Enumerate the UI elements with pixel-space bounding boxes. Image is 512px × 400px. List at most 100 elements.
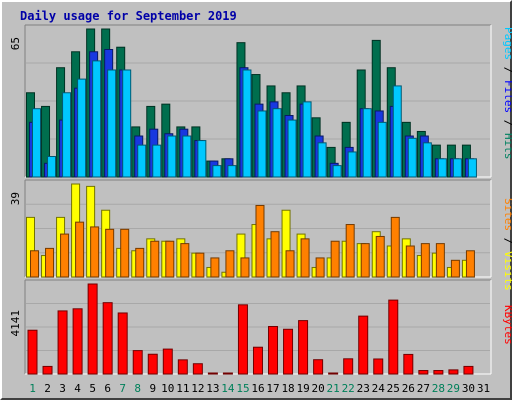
visits-panel-bar-sites-day-8 xyxy=(135,247,145,278)
x-tick-label-25: 25 xyxy=(387,382,400,395)
x-tick-label-31: 31 xyxy=(477,382,490,395)
visits-panel-bar-sites-day-11 xyxy=(180,243,190,278)
visits-panel-bar-sites-day-21 xyxy=(330,240,340,278)
kbytes-panel-bar-kbytes-day-10 xyxy=(162,348,173,375)
kbytes-panel-bar-kbytes-day-17 xyxy=(268,325,279,375)
hits-panel-bar-pages-day-21 xyxy=(332,165,342,178)
hits-panel-legend-part: / xyxy=(502,113,512,133)
visits-panel-legend: Sites / Visits xyxy=(502,198,512,291)
hits-panel-bar-pages-day-23 xyxy=(362,108,372,178)
hits-panel-bar-pages-day-10 xyxy=(167,135,177,178)
hits-panel-legend-part: Hits xyxy=(502,133,512,160)
visits-panel-bar-sites-day-14 xyxy=(225,250,235,278)
hits-panel-bar-pages-day-15 xyxy=(242,69,252,178)
x-tick-label-1: 1 xyxy=(29,382,36,395)
x-tick-label-2: 2 xyxy=(44,382,51,395)
visits-panel-bar-sites-day-4 xyxy=(75,221,85,278)
hits-panel-bar-pages-day-26 xyxy=(407,137,417,178)
visits-panel-bar-sites-day-30 xyxy=(465,250,475,278)
hits-panel-bar-pages-day-14 xyxy=(227,165,237,178)
hits-panel-bar-pages-day-25 xyxy=(392,85,402,178)
hits-panel-bar-pages-day-16 xyxy=(257,110,267,178)
hits-panel-bar-pages-day-13 xyxy=(212,165,222,178)
visits-panel-bar-sites-day-10 xyxy=(165,240,175,278)
hits-panel-bar-pages-day-19 xyxy=(302,101,312,178)
visits-panel-bar-sites-day-26 xyxy=(405,245,415,278)
kbytes-panel-bar-kbytes-day-28 xyxy=(433,370,444,375)
x-tick-label-11: 11 xyxy=(176,382,189,395)
kbytes-panel-bar-kbytes-day-25 xyxy=(388,299,399,375)
kbytes-panel-bar-kbytes-day-11 xyxy=(177,359,188,375)
kbytes-panel-bar-kbytes-day-22 xyxy=(343,358,354,375)
hits-panel-legend-part: / xyxy=(502,60,512,80)
visits-panel-bar-sites-day-2 xyxy=(45,247,55,278)
x-tick-label-6: 6 xyxy=(104,382,111,395)
kbytes-panel-bar-kbytes-day-30 xyxy=(463,365,474,375)
visits-panel-legend-part: Sites xyxy=(502,198,512,231)
kbytes-panel-bar-kbytes-day-26 xyxy=(403,353,414,375)
kbytes-panel-bar-kbytes-day-6 xyxy=(102,302,113,375)
x-tick-label-14: 14 xyxy=(221,382,235,395)
visits-panel-bar-sites-day-20 xyxy=(315,257,325,278)
x-tick-label-23: 23 xyxy=(357,382,370,395)
x-tick-label-15: 15 xyxy=(236,382,249,395)
hits-panel-bar-pages-day-3 xyxy=(62,92,72,178)
visits-panel-scale-label: 39 xyxy=(9,192,22,205)
kbytes-panel-bar-kbytes-day-23 xyxy=(358,315,369,375)
hits-panel-bar-pages-day-27 xyxy=(422,142,432,178)
hits-panel-bar-pages-day-30 xyxy=(467,158,477,178)
visits-panel-bar-sites-day-13 xyxy=(210,257,220,278)
visits-panel-bar-sites-day-29 xyxy=(450,259,460,278)
hits-panel-bar-pages-day-17 xyxy=(272,108,282,178)
hits-panel-legend: Pages / Files / Hits xyxy=(502,27,512,160)
x-tick-label-7: 7 xyxy=(119,382,126,395)
hits-panel-bar-pages-day-18 xyxy=(287,119,297,178)
x-tick-label-24: 24 xyxy=(372,382,386,395)
visits-panel-bar-sites-day-15 xyxy=(240,257,250,278)
hits-panel-legend-part: Files xyxy=(502,80,512,113)
visits-panel-bar-sites-day-5 xyxy=(90,226,100,278)
hits-panel-bar-pages-day-28 xyxy=(437,158,447,178)
x-tick-label-4: 4 xyxy=(74,382,81,395)
kbytes-panel-bar-kbytes-day-2 xyxy=(42,365,53,375)
x-tick-label-21: 21 xyxy=(327,382,340,395)
x-tick-label-19: 19 xyxy=(296,382,309,395)
visits-panel-bar-sites-day-22 xyxy=(345,224,355,278)
hits-panel-bar-pages-day-24 xyxy=(377,121,387,178)
kbytes-panel-bar-kbytes-day-13 xyxy=(207,372,218,375)
kbytes-panel-bar-kbytes-day-9 xyxy=(147,353,158,375)
chart-title: Daily usage for September 2019 xyxy=(20,9,237,23)
kbytes-panel-bar-kbytes-day-14 xyxy=(222,372,233,375)
hits-panel-bar-pages-day-12 xyxy=(197,140,207,178)
hits-panel-bar-pages-day-5 xyxy=(92,60,102,178)
visits-panel-bar-sites-day-12 xyxy=(195,252,205,278)
kbytes-panel-bar-kbytes-day-7 xyxy=(117,312,128,375)
x-tick-label-20: 20 xyxy=(312,382,325,395)
visits-panel-bar-sites-day-18 xyxy=(285,250,295,278)
kbytes-panel-bar-kbytes-day-29 xyxy=(448,369,459,375)
hits-panel-bar-pages-day-29 xyxy=(452,158,462,178)
x-tick-label-13: 13 xyxy=(206,382,219,395)
x-tick-label-16: 16 xyxy=(251,382,264,395)
visits-panel-bar-sites-day-27 xyxy=(420,243,430,278)
kbytes-panel-bar-kbytes-day-24 xyxy=(373,358,384,375)
visits-panel-bar-sites-day-28 xyxy=(435,243,445,278)
kbytes-panel-bar-kbytes-day-16 xyxy=(252,346,263,375)
visits-panel-bar-sites-day-7 xyxy=(120,228,130,278)
kbytes-panel-bar-kbytes-day-27 xyxy=(418,370,429,375)
hits-panel-bar-pages-day-6 xyxy=(107,69,117,178)
x-tick-label-18: 18 xyxy=(281,382,294,395)
visits-panel-bar-sites-day-6 xyxy=(105,228,115,278)
kbytes-panel-bar-kbytes-day-15 xyxy=(237,304,248,375)
hits-panel-scale-label: 65 xyxy=(9,37,22,50)
x-tick-label-26: 26 xyxy=(402,382,415,395)
visits-panel-bar-sites-day-23 xyxy=(360,243,370,278)
x-tick-label-22: 22 xyxy=(342,382,355,395)
x-tick-label-5: 5 xyxy=(89,382,96,395)
hits-panel-bar-pages-day-11 xyxy=(182,135,192,178)
kbytes-panel-bar-kbytes-day-20 xyxy=(313,359,324,375)
x-tick-label-27: 27 xyxy=(417,382,430,395)
x-tick-label-28: 28 xyxy=(432,382,445,395)
kbytes-panel-bar-kbytes-day-3 xyxy=(57,310,68,375)
